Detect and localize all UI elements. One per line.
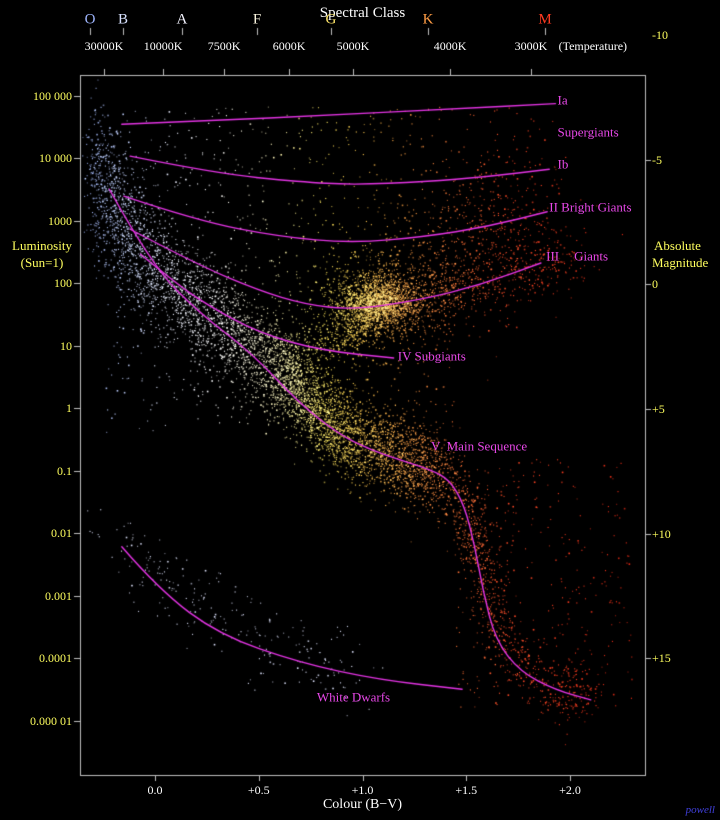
temperature-label: 10000K [143,39,183,53]
annotation-supergiants: Supergiants [557,124,619,140]
luminosity-tick-label: 10 000 [39,151,72,165]
annotation-v-main-sequence: V Main Sequence [430,438,528,453]
luminosity-tick-label: 1000 [48,213,72,228]
temperature-label: 6000K [272,39,306,53]
colour-tick-label: 0.0 [147,783,163,797]
luminosity-tick-label: 0.01 [51,526,72,540]
spectral-class-letter-O: O [84,11,96,28]
luminosity-tick-label: 0.001 [45,588,72,603]
temperature-label: 7500K [207,39,241,53]
luminosity-tick-label: 0.1 [57,463,72,478]
spectral-class-letter-G: G [325,11,337,28]
annotation-ib: Ib [557,156,569,172]
right-axis-title-line2: Magnitude [652,255,709,270]
temperature-label: 4000K [433,39,467,53]
luminosity-tick-label: 10 [60,338,72,353]
spectral-class-letter-K: K [422,11,434,28]
spectral-class-letter-B: B [118,11,129,28]
right-axis-title-line1: Absolute [654,238,701,253]
spectral-class-letter-A: A [176,11,188,28]
magnitude-tick-label: -10 [652,28,668,42]
luminosity-tick-label: 0.0001 [39,651,72,665]
spectral-class-letter-M: M [538,11,552,28]
annotation-iii: III [546,248,560,263]
magnitude-tick-label: -5 [652,152,662,167]
bottom-axis-title: Colour (B−V) [322,797,403,812]
page-title: Spectral Class [319,5,406,21]
luminosity-tick-label: 1 [66,401,72,415]
colour-tick-label: +1.0 [351,783,374,797]
annotation-giants: Giants [574,248,609,263]
annotation-white-dwarfs: White Dwarfs [316,689,391,705]
magnitude-tick-label: +5 [652,401,665,416]
luminosity-tick-label: 100 [54,276,72,290]
annotation-ii-bright-giants: II Bright Giants [549,199,632,215]
temperature-label: 3000K [514,39,548,53]
annotation-ia: Ia [557,92,568,108]
watermark: powell [685,804,715,816]
annotation-iv-subgiants: IV Subgiants [397,348,466,364]
colour-tick-label: +2.0 [559,783,581,797]
magnitude-tick-label: +10 [652,526,671,541]
colour-tick-label: +1.5 [455,783,478,797]
luminosity-tick-label: 0.000 01 [30,713,72,728]
temperature-label: 5000K [336,39,370,53]
colour-tick-label: +0.5 [247,783,270,797]
magnitude-tick-label: +15 [652,651,671,666]
luminosity-tick-label: 100 000 [33,88,72,103]
temperature-label: 30000K [84,39,124,53]
left-axis-title-line2: (Sun=1) [20,255,64,270]
left-axis-title-line1: Luminosity [12,238,72,253]
temperature-note: (Temperature) [558,39,628,53]
magnitude-tick-label: 0 [652,277,658,292]
spectral-class-letter-F: F [252,11,262,28]
